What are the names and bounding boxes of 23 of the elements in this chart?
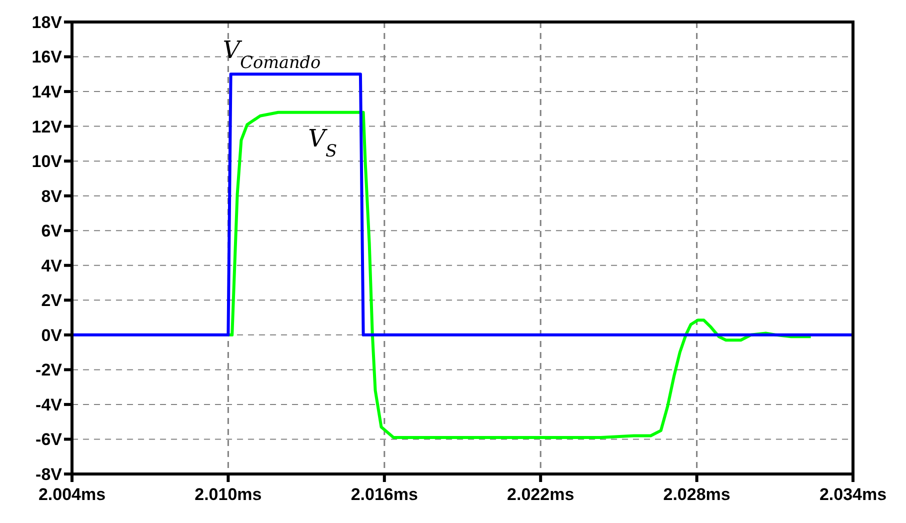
- x-tick-label: 2.016ms: [350, 485, 418, 504]
- x-tick-label: 2.034ms: [819, 485, 887, 504]
- y-tick-label: 4V: [41, 256, 63, 276]
- y-tick-label: 10V: [32, 152, 63, 172]
- y-tick-label: 14V: [32, 82, 63, 102]
- y-tick-label: 6V: [41, 222, 63, 241]
- x-tick-label: 2.028ms: [663, 485, 730, 504]
- x-tick-label: 2.022ms: [507, 485, 574, 504]
- y-tick-label: -6V: [36, 430, 63, 450]
- series-label: V$_{S}$: [308, 124, 338, 160]
- line-series: [226, 110, 812, 439]
- y-tick-label: 12V: [32, 117, 63, 136]
- y-tick-label: -8V: [36, 464, 63, 484]
- y-tick-label: 8V: [41, 186, 63, 206]
- y-tick-label: 16V: [32, 48, 63, 67]
- series-label: V$_{Comando}$: [222, 36, 321, 72]
- y-tick-label: 2V: [41, 291, 63, 310]
- y-tick-label: -2V: [36, 360, 63, 380]
- y-tick-label: -4V: [36, 395, 63, 414]
- x-tick-label: 2.010ms: [194, 485, 262, 504]
- x-tick-label: 2.004ms: [38, 485, 106, 504]
- y-tick-label: 0V: [41, 326, 63, 345]
- y-tick-label: 18V: [32, 12, 63, 32]
